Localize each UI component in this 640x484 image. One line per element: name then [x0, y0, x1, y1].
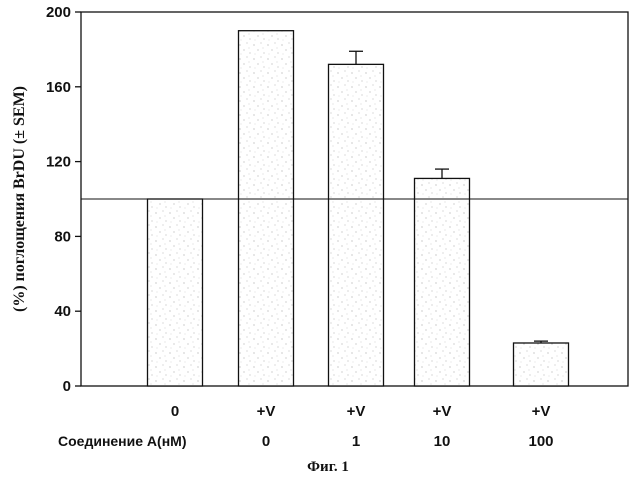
y-tick-label-200: 200 [46, 4, 71, 21]
y-tick-label-80: 80 [54, 228, 71, 245]
compound-value-3: 10 [434, 433, 451, 450]
bar-0 [148, 199, 203, 386]
figure-caption: Фиг. 1 [307, 459, 349, 475]
y-tick-label-160: 160 [46, 79, 71, 96]
bar-2 [329, 64, 384, 386]
x-axis-labels: 0 +V +V +V +V 0 1 10 100 [171, 403, 554, 450]
compound-value-4: 100 [528, 433, 553, 450]
y-tick-label-0: 0 [63, 378, 71, 395]
compound-value-1: 0 [262, 433, 270, 450]
y-axis-label: (%) поглощения BrDU (± SEM) [11, 86, 28, 312]
bar-4 [514, 343, 569, 386]
x-category-label-4: +V [532, 403, 551, 420]
y-tick-label-40: 40 [54, 303, 71, 320]
bars-group [148, 31, 569, 386]
y-axis: 0 40 80 120 160 200 [46, 4, 81, 395]
x-category-label-3: +V [433, 403, 452, 420]
bar-3 [415, 178, 470, 386]
x-category-label-0: 0 [171, 403, 179, 420]
compound-row-label: Соединение A(нМ) [58, 433, 186, 449]
x-category-label-1: +V [257, 403, 276, 420]
x-category-label-2: +V [347, 403, 366, 420]
y-tick-label-120: 120 [46, 154, 71, 171]
bar-1 [239, 31, 294, 386]
compound-value-2: 1 [352, 433, 360, 450]
